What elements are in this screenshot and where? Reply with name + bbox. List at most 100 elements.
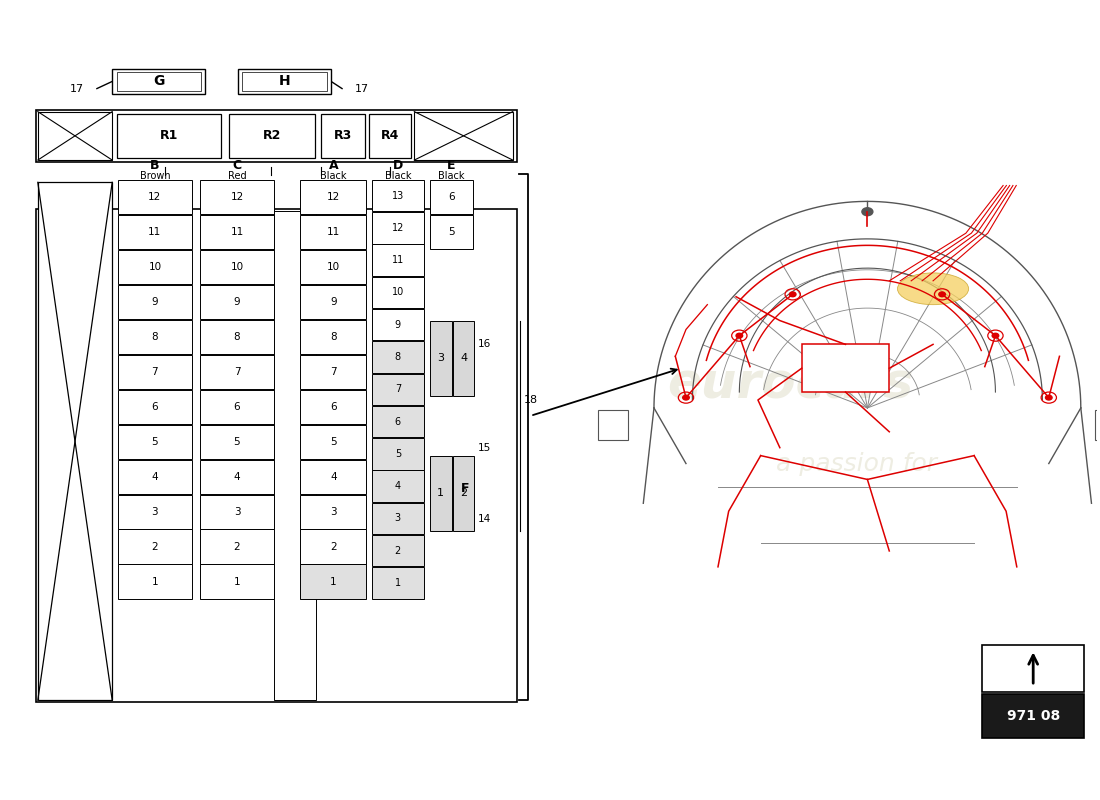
Text: 2: 2 <box>395 546 402 556</box>
Bar <box>430 321 451 396</box>
Text: 20: 20 <box>264 154 278 163</box>
Text: 5: 5 <box>448 227 454 237</box>
Bar <box>200 320 274 354</box>
Bar <box>597 410 628 440</box>
Text: 2: 2 <box>330 542 337 551</box>
Bar <box>37 182 112 700</box>
Bar <box>372 245 425 276</box>
Bar <box>200 530 274 564</box>
Bar <box>118 320 192 354</box>
Text: 12: 12 <box>392 223 404 233</box>
Text: 8: 8 <box>152 332 158 342</box>
Bar <box>452 321 474 396</box>
Text: 6: 6 <box>448 192 454 202</box>
Bar <box>300 354 366 389</box>
Bar <box>430 215 473 249</box>
Text: 12: 12 <box>148 192 162 202</box>
Bar <box>415 112 513 160</box>
Bar <box>372 502 425 534</box>
Text: 13: 13 <box>392 190 404 201</box>
Text: 1: 1 <box>233 577 240 586</box>
Text: 8: 8 <box>233 332 240 342</box>
Text: 15: 15 <box>477 442 491 453</box>
Text: 7: 7 <box>395 384 402 394</box>
Bar <box>118 565 192 598</box>
Text: eurocars: eurocars <box>668 360 914 408</box>
Bar <box>118 250 192 284</box>
Bar <box>982 694 1085 738</box>
Bar <box>300 180 366 214</box>
Bar <box>118 354 192 389</box>
Bar <box>117 72 201 91</box>
Text: 10: 10 <box>230 262 243 272</box>
Text: 6: 6 <box>330 402 337 412</box>
Text: 1: 1 <box>330 577 337 586</box>
Text: 14: 14 <box>477 514 491 524</box>
Text: Black: Black <box>438 171 464 181</box>
Bar <box>35 110 517 162</box>
Text: 7: 7 <box>152 366 158 377</box>
Text: 3: 3 <box>330 506 337 517</box>
Bar <box>118 215 192 249</box>
Circle shape <box>790 292 796 297</box>
Text: 5: 5 <box>330 437 337 446</box>
Text: Black: Black <box>385 171 411 181</box>
Bar <box>300 390 366 424</box>
Text: 6: 6 <box>395 417 400 426</box>
Bar <box>118 285 192 319</box>
Circle shape <box>1045 395 1052 400</box>
Text: 10: 10 <box>327 262 340 272</box>
Bar <box>982 645 1085 692</box>
Bar <box>372 277 425 308</box>
Text: F: F <box>461 482 469 495</box>
Text: 9: 9 <box>233 297 240 307</box>
Text: 1: 1 <box>152 577 158 586</box>
Bar <box>372 180 425 211</box>
Bar <box>242 72 327 91</box>
Text: 3: 3 <box>437 354 444 363</box>
Text: R1: R1 <box>160 130 178 142</box>
Text: B: B <box>151 159 160 172</box>
Text: 16: 16 <box>477 339 491 350</box>
Text: A: A <box>329 159 338 172</box>
Bar <box>200 250 274 284</box>
Text: 17: 17 <box>354 83 368 94</box>
Bar <box>372 309 425 341</box>
Text: 971 08: 971 08 <box>1006 709 1059 722</box>
Bar <box>229 114 315 158</box>
Text: 5: 5 <box>152 437 158 446</box>
Text: Red: Red <box>228 171 246 181</box>
Text: 7: 7 <box>330 366 337 377</box>
Bar <box>118 459 192 494</box>
Text: 1: 1 <box>395 578 400 588</box>
Bar <box>372 535 425 566</box>
Bar <box>37 112 112 160</box>
Text: Brown: Brown <box>140 171 170 181</box>
Bar <box>430 456 451 531</box>
Bar <box>300 425 366 458</box>
Text: 4: 4 <box>330 472 337 482</box>
Circle shape <box>683 395 690 400</box>
Text: C: C <box>232 159 242 172</box>
Text: E: E <box>448 159 455 172</box>
Bar <box>1094 410 1100 440</box>
Bar <box>300 285 366 319</box>
Bar <box>118 425 192 458</box>
Text: 9: 9 <box>395 320 400 330</box>
Text: 11: 11 <box>148 227 162 237</box>
Bar <box>300 565 366 598</box>
Bar <box>372 342 425 373</box>
Bar <box>118 494 192 529</box>
Text: 4: 4 <box>460 354 467 363</box>
Text: 10: 10 <box>392 287 404 298</box>
Text: R4: R4 <box>381 130 399 142</box>
Bar <box>370 114 411 158</box>
Text: 12: 12 <box>230 192 243 202</box>
Circle shape <box>862 208 873 216</box>
Bar <box>300 459 366 494</box>
Text: H: H <box>278 74 290 89</box>
Bar <box>300 530 366 564</box>
Bar <box>200 285 274 319</box>
Bar <box>200 459 274 494</box>
Bar <box>200 215 274 249</box>
